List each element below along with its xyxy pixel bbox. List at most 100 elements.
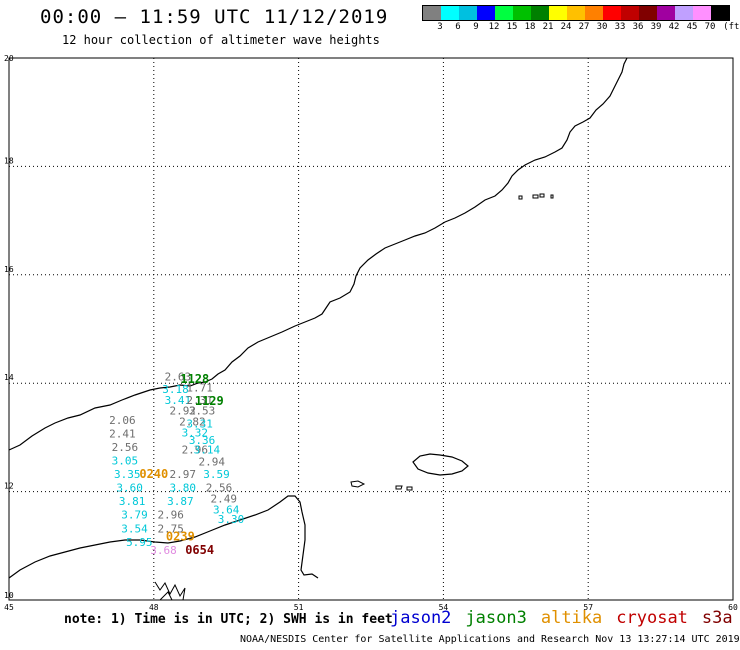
wave-height-value: 3.79 xyxy=(121,509,148,522)
wave-height-value: 2.92 xyxy=(170,405,197,418)
coastal-detail xyxy=(154,581,186,601)
satellite-legend-item: s3a xyxy=(701,608,733,628)
color-scale-label: 9 xyxy=(473,22,479,32)
lat-lon-grid: 20 18 16 14 12 10 45 48 51 54 57 60 xyxy=(4,54,738,612)
lon-tick-label: 57 xyxy=(583,603,593,612)
wave-height-value: 2.75 xyxy=(157,522,184,535)
color-swatch xyxy=(567,6,585,20)
pass-time-label: 0240 xyxy=(139,467,168,481)
wave-height-value: 3.64 xyxy=(213,503,240,516)
wave-height-value: 3.68 xyxy=(150,544,177,557)
color-swatch xyxy=(513,6,531,20)
wave-height-value: 2.63 xyxy=(165,370,192,383)
wave-height-value: 3.87 xyxy=(167,495,194,508)
abd-al-kuri-island xyxy=(350,480,366,488)
color-scale-label: 24 xyxy=(560,22,572,32)
color-swatch xyxy=(639,6,657,20)
color-scale-label: 45 xyxy=(686,22,698,32)
wave-height-value: 3.05 xyxy=(112,455,139,468)
wave-height-observations: 2.062.412.563.053.353.603.813.793.545.95… xyxy=(109,370,244,556)
pass-time-label: 0239 xyxy=(166,529,195,543)
socotra-island xyxy=(412,453,469,476)
satellite-legend-item: altika xyxy=(540,608,603,628)
color-swatch xyxy=(531,6,549,20)
lat-tick-label: 16 xyxy=(4,265,14,274)
wave-height-value: 3.36 xyxy=(189,434,216,447)
lat-tick-label: 12 xyxy=(4,482,14,491)
wave-height-value: 3.53 xyxy=(189,405,216,418)
color-swatch xyxy=(423,6,441,20)
wave-height-value: 1.71 xyxy=(186,381,213,394)
color-scale-bar xyxy=(422,5,730,21)
lat-tick-label: 14 xyxy=(4,373,14,382)
wave-height-value: 2.31 xyxy=(186,394,213,407)
color-swatch xyxy=(621,6,639,20)
lat-tick-label: 20 xyxy=(4,54,14,63)
wave-height-value: 3.32 xyxy=(182,426,209,439)
arabian-coastline xyxy=(8,57,628,451)
coastline xyxy=(8,57,628,601)
map-title: 00:00 – 11:59 UTC 11/12/2019 xyxy=(40,6,389,28)
lon-tick-label: 54 xyxy=(439,603,449,612)
lon-tick-label: 60 xyxy=(728,603,738,612)
lat-tick-label: 10 xyxy=(4,591,14,600)
wave-height-value: 2.56 xyxy=(206,482,233,495)
wave-height-value: 3.41 xyxy=(165,394,192,407)
wave-height-value: 2.82 xyxy=(179,415,206,428)
wave-height-value: 5.95 xyxy=(126,536,153,549)
wave-height-value: 3.35 xyxy=(114,468,141,481)
wave-height-value: 3.14 xyxy=(194,444,221,457)
color-swatch xyxy=(459,6,477,20)
color-scale-label: 70 xyxy=(704,22,716,32)
wave-height-value: 2.97 xyxy=(170,468,197,481)
color-scale-label: 6 xyxy=(455,22,461,32)
color-scale-label: 33 xyxy=(614,22,626,32)
wave-height-value: 3.81 xyxy=(119,495,146,508)
wave-height-value: 3.59 xyxy=(203,468,230,481)
wave-height-value: 2.49 xyxy=(211,492,238,505)
color-swatch xyxy=(585,6,603,20)
color-scale-label: (ft) xyxy=(723,22,740,32)
small-island xyxy=(395,485,413,491)
wave-height-value: 2.96 xyxy=(182,444,209,457)
color-swatch xyxy=(675,6,693,20)
lon-tick-label: 51 xyxy=(294,603,304,612)
map-frame xyxy=(8,57,734,601)
color-swatch xyxy=(657,6,675,20)
map-footer: NOAA/NESDIS Center for Satellite Applica… xyxy=(240,634,740,645)
kuria-muria-islands xyxy=(518,193,554,200)
color-swatch xyxy=(495,6,513,20)
wave-height-value: 3.60 xyxy=(116,482,143,495)
color-scale-label: 15 xyxy=(506,22,518,32)
color-scale-label: 21 xyxy=(542,22,554,32)
color-scale-label: 18 xyxy=(524,22,536,32)
wave-height-value: 3.30 xyxy=(218,513,245,526)
pass-time-label: 1129 xyxy=(195,394,224,408)
wave-height-value: 2.41 xyxy=(109,427,136,440)
satellite-legend: jason2 jason3 altika cryosat s3a xyxy=(390,608,740,628)
color-swatch xyxy=(603,6,621,20)
color-scale-label: 42 xyxy=(668,22,680,32)
color-swatch xyxy=(711,6,729,20)
map-subtitle: 12 hour collection of altimeter wave hei… xyxy=(62,33,380,47)
wave-height-value: 3.80 xyxy=(170,482,197,495)
somali-coastline xyxy=(8,495,319,579)
color-swatch xyxy=(441,6,459,20)
color-scale-label: 3 xyxy=(437,22,443,32)
wave-height-value: 2.06 xyxy=(109,414,136,427)
color-scale-label: 12 xyxy=(488,22,500,32)
color-swatch xyxy=(693,6,711,20)
satellite-legend-item: jason2 xyxy=(390,608,452,628)
color-scale-label: 36 xyxy=(632,22,644,32)
lon-tick-label: 45 xyxy=(4,603,14,612)
wave-height-value: 3.54 xyxy=(121,522,148,535)
lat-tick-label: 18 xyxy=(4,156,14,165)
wave-height-value: 3.18 xyxy=(162,383,189,396)
map-note: note: 1) Time is in UTC; 2) SWH is in fe… xyxy=(64,612,393,627)
wave-height-value: 2.56 xyxy=(112,441,139,454)
color-swatch xyxy=(477,6,495,20)
color-swatch xyxy=(549,6,567,20)
